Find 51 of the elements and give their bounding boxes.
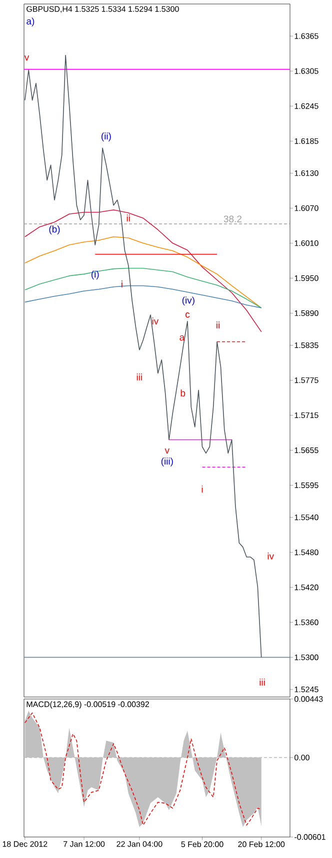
y-tick-label: 1.5835 <box>294 342 318 348</box>
annotation: iv <box>152 318 159 324</box>
y-tick-label: 1.6130 <box>294 170 318 176</box>
y-tick-label: 1.5715 <box>294 412 318 418</box>
y-tick-label: 1.6365 <box>294 33 318 39</box>
y-tick-label: 1.5360 <box>294 620 318 626</box>
line-series <box>24 236 262 308</box>
y-tick-label: 1.5540 <box>294 514 318 520</box>
y-tick-label: 0.00443 <box>294 696 323 702</box>
y-tick-label: 1.6070 <box>294 205 318 211</box>
y-tick-label: 1.5480 <box>294 550 318 556</box>
y-tick-label: 1.6305 <box>294 68 318 74</box>
y-tick-label: 1.5775 <box>294 377 318 384</box>
text: iv <box>268 552 274 560</box>
annotation: v <box>164 448 170 454</box>
x-tick-label: 22 Jan 04:00 <box>116 841 162 847</box>
x-tick-label: 7 Jan 12:00 <box>64 841 105 847</box>
annotation: a) <box>26 18 34 26</box>
chart-title: GBPUSD,H4 1.5325 1.5334 1.5294 1.5300 <box>26 6 179 13</box>
line-series <box>24 54 262 658</box>
x-tick-label: 5 Feb 20:00 <box>181 841 224 848</box>
annotation: iii <box>260 678 265 686</box>
y-tick-label: 1.6245 <box>294 103 318 109</box>
annotation: ii <box>126 214 130 222</box>
annotation: b <box>180 389 186 396</box>
annotation: c <box>186 312 190 318</box>
y-tick-label: 0.00 <box>294 754 310 760</box>
annotation: (i) <box>92 270 99 280</box>
y-tick-label: 1.5890 <box>294 310 318 316</box>
annotation: (b) <box>49 226 60 234</box>
y-tick-label: 1.5300 <box>294 654 318 660</box>
y-tick-label: 1.5245 <box>294 686 318 692</box>
y-tick-label: 1.5950 <box>294 275 318 281</box>
annotation: i <box>202 486 203 492</box>
annotation: v <box>24 55 30 60</box>
x-tick-label: 18 Dec 2012 <box>2 841 48 847</box>
annotation: (ii) <box>102 132 111 142</box>
y-tick-label: 1.5420 <box>294 584 318 590</box>
line-series <box>24 268 262 308</box>
annotation: 38.2 <box>224 216 242 222</box>
y-tick-label: 1.5655 <box>294 447 318 454</box>
annotation: iii <box>136 374 142 380</box>
y-tick-label: 1.5595 <box>294 482 318 488</box>
annotation: ii <box>216 322 220 328</box>
annotation: (iv) <box>182 296 194 306</box>
y-tick-label: 1.6185 <box>294 138 318 144</box>
annotation: (iii) <box>161 458 173 466</box>
y-tick-label: 1.6010 <box>294 240 318 246</box>
y-tick-label: -0.00601 <box>294 834 326 840</box>
chart-title: MACD(12,26,9) -0.00519 -0.00392 <box>26 701 149 709</box>
x-tick-label: 20 Feb 12:00 <box>238 841 285 848</box>
